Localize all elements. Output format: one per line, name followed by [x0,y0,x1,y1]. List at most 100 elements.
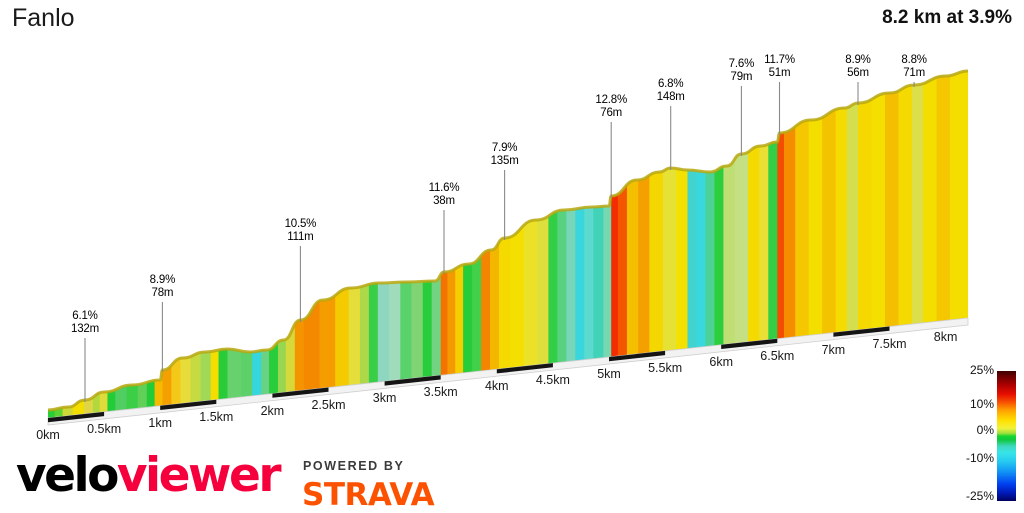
distance-tick-label: 1km [148,415,172,430]
logo-velo-text: velo [16,448,119,503]
gradient-band [48,71,56,418]
callout-length: 76m [600,106,623,119]
legend-tick-label: 0% [976,423,994,437]
callout-length: 111m [287,230,314,243]
callout-gradient: 7.6% [728,58,755,70]
legend-tick-label: -10% [965,451,994,465]
axis-tick-block [721,338,778,349]
gradient-band [537,71,549,418]
gradient-band [126,71,139,418]
axis-tick-block [833,326,890,337]
legend-tick-label: -25% [965,489,994,503]
callout-gradient: 11.6% [428,182,460,194]
callout-gradient: 8.8% [901,54,927,66]
callout-gradient: 6.1% [72,310,98,322]
distance-tick-label: 6km [709,354,733,369]
gradient-band [611,71,619,418]
segment-callout: 12.8% 76m [595,94,627,119]
segment-callout: 10.5% 111m [285,218,317,243]
gradient-band [734,71,749,418]
gradient-band [795,71,810,418]
distance-tick-label: 3km [372,391,397,406]
callout-gradient: 8.9% [845,54,871,66]
distance-tick-label: 7km [821,342,846,357]
gradient-band [603,71,612,418]
callout-gradient: 6.8% [657,78,684,90]
callout-length: 135m [490,154,519,167]
gradient-band [638,71,650,418]
distance-tick-label: 7.5km [872,336,907,351]
callout-gradient: 12.8% [595,94,627,106]
callout-gradient: 11.7% [764,54,795,66]
callout-length: 51m [768,66,791,79]
axis-tick-block [384,375,441,386]
callout-length: 78m [151,286,174,299]
gradient-band [777,71,785,418]
gradient-band [557,71,567,418]
gradient-band [62,71,74,418]
gradient-band [548,71,558,418]
page-title: Fanlo [12,4,75,32]
gradient-band [911,71,924,418]
callout-length: 132m [71,322,99,335]
gradient-band [768,71,778,418]
segment-callout: 11.6% 38m [429,182,460,207]
gradient-band [723,71,736,418]
axis-tick-block [496,363,553,374]
gradient-band [696,71,707,418]
gradient-color-bar [996,370,1017,502]
profile-svg [47,69,969,426]
gradient-band [115,71,128,418]
gradient-band [687,71,698,418]
gradient-band [107,71,116,418]
distance-tick-label: 5.5km [648,360,683,375]
gradient-band [676,71,689,418]
gradient-band [499,71,511,418]
gradient-band [593,71,604,418]
gradient-band [705,71,716,418]
callout-length: 79m [730,70,753,83]
gradient-band [835,71,848,418]
distance-tick-label: 2.5km [311,397,346,412]
distance-tick-label: 8km [933,330,958,345]
distance-tick-label: 1.5km [199,409,234,424]
segment-callout: 8.9% 78m [149,274,176,299]
legend-tick-label: 25% [969,363,994,377]
distance-tick-label: 4.5km [535,373,570,388]
gradient-legend: 25% 10% 0% -10% -25% [955,362,1024,510]
callout-gradient: 8.9% [149,274,176,286]
callout-length: 148m [656,90,685,103]
axis-tick-block [160,399,217,410]
distance-tick-label: 5km [597,367,621,382]
gradient-band [748,71,760,418]
distance-tick-label: 6.5km [760,348,795,363]
gradient-band [584,71,594,418]
callout-gradient: 10.5% [284,218,317,230]
segment-callout: 7.6% 79m [728,58,755,83]
segment-callout: 11.7% 51m [764,54,795,79]
segment-callout: 6.1% 132m [71,310,99,335]
callout-gradient: 7.9% [491,142,518,154]
gradient-band [617,71,628,418]
chart-header: Fanlo 8.2 km at 3.9% [0,0,1024,36]
axis-tick-block [272,387,329,398]
elevation-profile-chart: 6.1% 132m 8.9% 78m 10.5% 111m 11.6% 38m 7.9% 135m… [0,36,1024,442]
distance-tick-label: 2km [260,403,285,418]
axis-tick-block [48,411,105,423]
gradient-band [626,71,639,418]
gradient-band [99,71,109,418]
veloviewer-logo: veloviewer [16,448,282,504]
strava-logo: STRAVA [302,477,435,513]
gradient-band [566,71,576,418]
callout-length: 38m [433,194,455,207]
segment-callout: 8.9% 56m [845,54,871,79]
distance-tick-label: 0.5km [87,421,122,436]
distance-axis-strip [47,317,969,426]
gradient-band [808,71,823,418]
callout-length: 56m [847,66,869,79]
gradient-band [714,71,725,418]
axis-tick-block [609,350,666,362]
gradient-band [575,71,585,418]
gradient-band [822,71,837,418]
gradient-band [784,71,796,418]
